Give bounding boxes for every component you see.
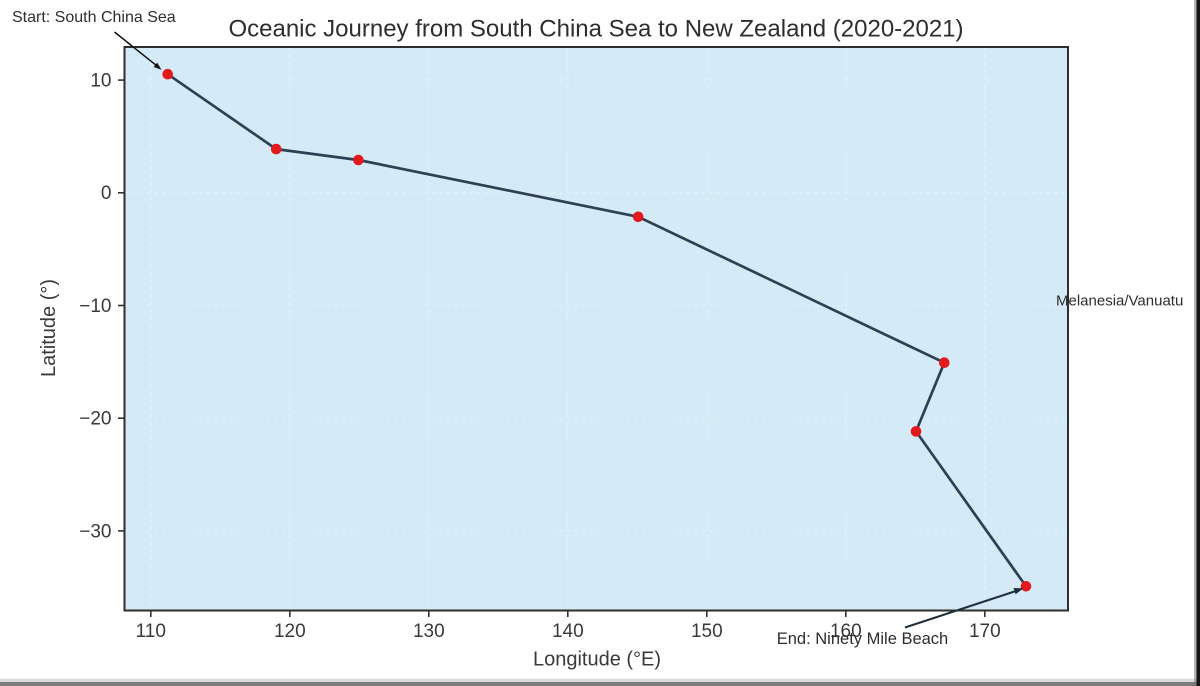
svg-text:130: 130 — [413, 621, 445, 642]
svg-text:−30: −30 — [79, 521, 111, 542]
svg-text:0: 0 — [101, 183, 112, 204]
svg-text:Melanesia/Vanuatu: Melanesia/Vanuatu — [1056, 293, 1183, 310]
svg-text:140: 140 — [552, 621, 584, 642]
svg-text:Oceanic Journey from South Chi: Oceanic Journey from South China Sea to … — [228, 16, 963, 43]
svg-text:−10: −10 — [79, 296, 111, 317]
svg-text:Start: South China Sea: Start: South China Sea — [12, 9, 176, 26]
svg-text:150: 150 — [691, 621, 723, 642]
svg-text:Latitude (°): Latitude (°) — [38, 279, 60, 377]
svg-text:120: 120 — [274, 621, 306, 642]
svg-text:−20: −20 — [79, 409, 111, 430]
svg-text:Longitude (°E): Longitude (°E) — [533, 649, 661, 671]
svg-text:160: 160 — [830, 621, 862, 642]
svg-text:170: 170 — [969, 621, 1001, 642]
svg-text:End: Ninety Mile Beach: End: Ninety Mile Beach — [777, 630, 949, 648]
svg-text:10: 10 — [90, 71, 111, 92]
svg-text:110: 110 — [136, 621, 166, 642]
